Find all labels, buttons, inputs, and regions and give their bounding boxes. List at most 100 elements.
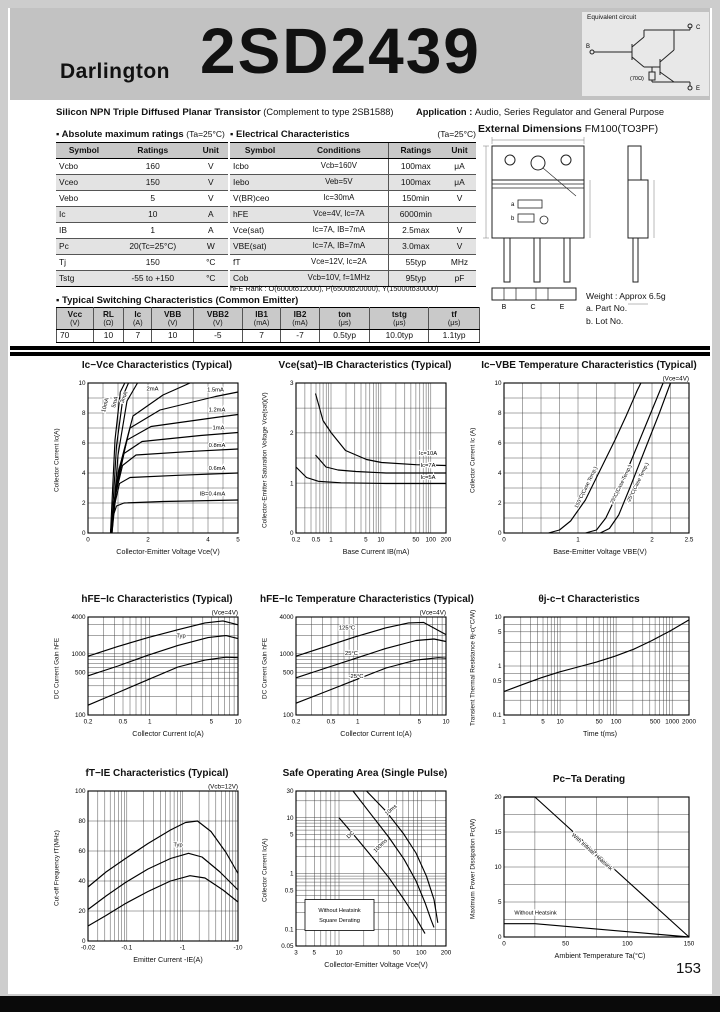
svg-text:Typ: Typ [173, 843, 182, 849]
svg-text:0.5: 0.5 [312, 537, 321, 544]
chart-soa: Safe Operating Area (Single Pulse) Collec… [260, 768, 470, 969]
svg-text:(Vce=4V): (Vce=4V) [420, 610, 446, 617]
svg-text:1: 1 [502, 719, 506, 726]
svg-text:Ic=7A: Ic=7A [421, 463, 436, 469]
svg-text:10: 10 [377, 537, 385, 544]
svg-text:0.1: 0.1 [285, 927, 294, 934]
svg-text:3mA: 3mA [120, 391, 130, 404]
svg-text:2: 2 [498, 500, 502, 507]
hfe-rank-note: hFE Rank : O(6000to12000), P(6500to20000… [230, 284, 439, 293]
part-number: 2SD2439 [200, 15, 481, 87]
chart-xlabel: Ambient Temperature Ta(°C) [554, 951, 646, 960]
pin-e-label: E [560, 304, 565, 310]
svg-text:8: 8 [498, 410, 502, 417]
absmax-cell: °C [193, 270, 228, 287]
table-row: VBE(sat) Ic=7A, IB=7mA 3.0max V [230, 238, 476, 255]
svg-text:4000: 4000 [71, 614, 86, 621]
svg-text:1: 1 [148, 719, 152, 726]
svg-text:10: 10 [494, 380, 502, 387]
mark-a-label: a [511, 202, 515, 208]
absmax-cell: Vceo [56, 174, 112, 191]
svg-text:25°C: 25°C [345, 651, 358, 657]
bottom-scan-bar [0, 996, 720, 1012]
chart-xlabel: Collector-Emitter Voltage Vce(V) [324, 960, 428, 969]
chart-plot: 0.2 0.5 1 5 10 50 100 200 0 1 2 3 Ic=10A Ic=7A Ic=5A [290, 380, 452, 544]
switching-cell: 70 [56, 328, 94, 344]
svg-text:10: 10 [494, 614, 502, 621]
package-notes: Weight : Approx 6.5g a. Part No. b. Lot … [586, 290, 666, 327]
svg-text:0.8mA: 0.8mA [209, 443, 226, 449]
svg-text:Without Heatsink: Without Heatsink [318, 908, 360, 914]
svg-text:10mA: 10mA [101, 397, 111, 413]
switching-cell: 0.5typ [318, 328, 371, 344]
elec-cell: Vce=12V, Ic=2A [290, 254, 389, 271]
svg-text:0.2: 0.2 [292, 537, 301, 544]
equivalent-circuit-box: Equivalent circuit [582, 12, 709, 96]
elec-cell: 95typ [387, 270, 443, 287]
svg-text:0: 0 [82, 530, 86, 537]
svg-text:4: 4 [498, 470, 502, 477]
device-complement: (Complement to type 2SB1588) [260, 107, 394, 117]
switching-header: tf (μs) [428, 307, 480, 330]
absmax-cell: A [193, 222, 228, 239]
svg-text:DC: DC [346, 830, 356, 840]
chart-ic-vce: Ic−Vce Characteristics (Typical) Collecto… [52, 360, 262, 556]
table-row: Vce(sat) Ic=7A, IB=7mA 2.5max V [230, 222, 476, 239]
svg-text:6: 6 [498, 440, 502, 447]
chart-xlabel: Emitter Current -IE(A) [133, 955, 203, 964]
electrical-condition: (Ta=25°C) [437, 129, 476, 139]
absmax-cell: Tj [56, 254, 112, 271]
chart-title: θj-c−t Characteristics [538, 594, 640, 605]
svg-text:0.5: 0.5 [119, 719, 128, 726]
elec-cell: hFE [230, 206, 291, 223]
elec-cell: 100max [387, 174, 443, 191]
svg-text:0: 0 [498, 530, 502, 537]
svg-text:40: 40 [78, 878, 86, 885]
svg-text:125°C: 125°C [339, 626, 355, 632]
svg-text:0.2: 0.2 [84, 719, 93, 726]
elec-cell: Cob [230, 270, 291, 287]
electrical-table: Symbol Conditions Ratings Unit Icbo Vcb=160V 1… [230, 142, 476, 287]
svg-text:8: 8 [82, 410, 86, 417]
svg-text:6: 6 [82, 440, 86, 447]
svg-text:4: 4 [206, 537, 210, 544]
svg-text:1.5mA: 1.5mA [207, 387, 224, 393]
chart-xlabel: Base-Emitter Voltage VBE(V) [553, 547, 647, 556]
svg-text:1.2mA: 1.2mA [209, 408, 226, 414]
chart-plot: 1 5 10 50 100 500 1000 2000 0.1 0.5 1 5 10 [493, 614, 697, 726]
svg-text:150°C(Case Temp.): 150°C(Case Temp.) [574, 466, 599, 510]
svg-text:1: 1 [290, 480, 294, 487]
elec-cell: 55typ [387, 254, 443, 271]
divider-bar-bottom [10, 352, 710, 356]
absmax-cell: 1 [111, 222, 194, 239]
switching-header: VBB (V) [151, 307, 194, 330]
chart-ylabel: Collector-Emitter Saturation Voltage Vce… [261, 392, 269, 528]
svg-text:0: 0 [498, 934, 502, 941]
svg-text:1000: 1000 [71, 651, 86, 658]
chart-ylabel: Collector Current Ic (A) [469, 427, 477, 493]
chart-ft-ie: fT−IE Characteristics (Typical) Cut-off F… [52, 768, 262, 964]
switching-cell: -7 [280, 328, 320, 344]
chart-hfe-ic-temp: hFE−Ic Temperature Characteristics (Typi… [260, 594, 474, 738]
chart-ylabel: Transient Thermal Resistance θj-c(°C/W) [469, 609, 477, 727]
switching-cell: 10.0typ [369, 328, 430, 344]
chart-xlabel: Collector Current Ic(A) [132, 729, 204, 738]
external-dimensions-title: External Dimensions FM100(TO3PF) [478, 123, 659, 135]
svg-text:100: 100 [426, 537, 437, 544]
switching-cell: 1.1typ [428, 328, 480, 344]
chart-theta-t: θj-c−t Characteristics Transient Thermal … [468, 594, 710, 738]
switching-cell: 10 [92, 328, 125, 344]
package-drawing: a b B C E [483, 137, 655, 310]
svg-text:60: 60 [78, 848, 86, 855]
application-line: Application : Audio, Series Regulator an… [416, 107, 664, 117]
svg-text:100: 100 [416, 950, 427, 957]
svg-text:5: 5 [313, 950, 317, 957]
device-description: Silicon NPN Triple Diffused Planar Trans… [56, 107, 394, 118]
elec-cell: Vcb=160V [290, 158, 389, 175]
svg-text:1: 1 [498, 663, 502, 670]
header-band: Darlington 2SD2439 Equivalent circuit [10, 8, 710, 100]
svg-text:With Infinite Heatsink: With Infinite Heatsink [570, 832, 613, 872]
elec-cell: MHz [443, 254, 476, 271]
svg-text:150: 150 [684, 941, 695, 948]
switching-header: Ic (A) [123, 307, 153, 330]
